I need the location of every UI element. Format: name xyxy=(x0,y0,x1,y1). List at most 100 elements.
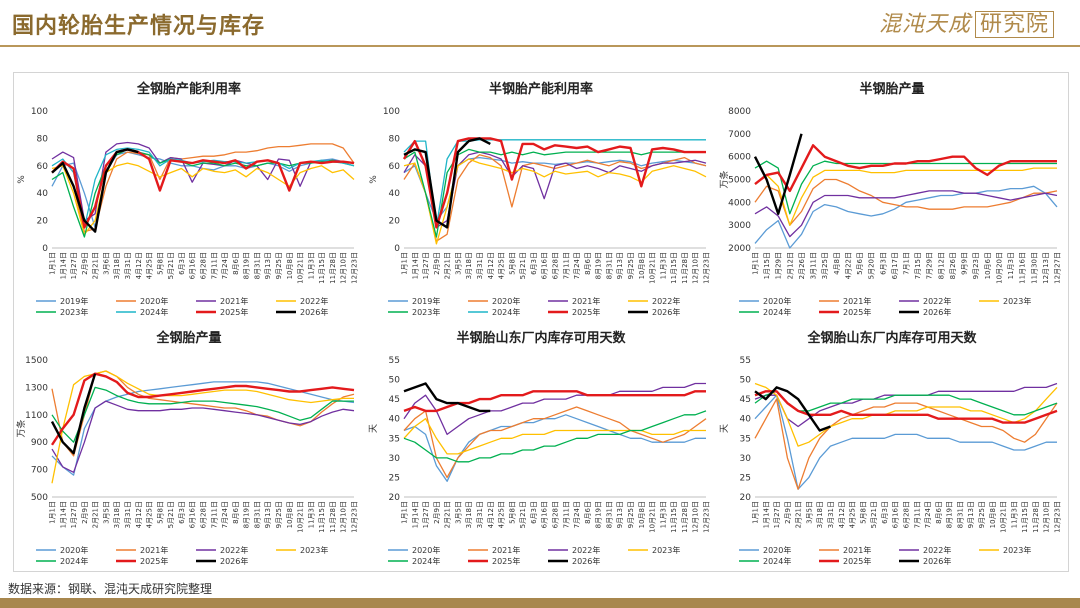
x-tick-label: 7月11日 xyxy=(210,501,218,528)
legend-label: 2022年 xyxy=(923,545,951,555)
y-tick-label: 20 xyxy=(740,493,752,503)
x-tick-label: 10月21日 xyxy=(297,501,305,533)
legend-label: 2024年 xyxy=(60,556,88,566)
legend-label: 2025年 xyxy=(572,307,600,317)
y-axis-label: 万条 xyxy=(718,170,730,188)
legend-label: 2024年 xyxy=(763,307,791,317)
y-axis-label: 天 xyxy=(369,424,379,433)
series-line-2021年 xyxy=(754,178,1058,226)
x-tick-label: 4月25日 xyxy=(849,501,857,528)
x-tick-label: 3月31日 xyxy=(124,501,132,528)
series-line-2022年 xyxy=(51,400,355,473)
y-tick-label: 8000 xyxy=(728,107,751,117)
x-tick-label: 8月12日 xyxy=(937,252,945,279)
series-line-2023年 xyxy=(403,418,706,455)
chart-title: 全钢胎产能利用率 xyxy=(136,81,241,97)
y-tick-label: 1300 xyxy=(25,383,48,393)
x-tick-label: 12月10日 xyxy=(340,501,348,533)
series-line-2026年 xyxy=(50,373,97,455)
legend-label: 2026年 xyxy=(572,556,600,566)
series-line-2024年 xyxy=(403,410,707,463)
y-tick-label: 700 xyxy=(31,466,48,476)
x-tick-label: 6月16日 xyxy=(541,252,549,279)
series-line-2023年 xyxy=(51,370,354,484)
legend-label: 2025年 xyxy=(843,307,871,317)
x-tick-label: 8月31日 xyxy=(956,501,964,528)
x-tick-label: 11月30日 xyxy=(1030,252,1038,284)
x-tick-label: 3月5日 xyxy=(454,501,462,524)
x-tick-label: 1月27日 xyxy=(70,252,78,279)
x-tick-label: 10月8日 xyxy=(286,501,294,528)
x-tick-label: 3月11日 xyxy=(810,252,818,279)
x-tick-label: 7月24日 xyxy=(573,252,581,279)
chart-panel-1: 全钢胎产能利用率% 0 20 40 60 80 100 1月1日 1月14日 1月27日 2月9日 2… xyxy=(14,73,364,321)
x-tick-label: 11月28日 xyxy=(329,501,337,533)
chart-panel-5: 半钢胎山东厂内库存可用天数天 20 25 30 35 40 45 50 55 1月1日 1月14日 1… xyxy=(366,322,716,570)
y-tick-label: 0 xyxy=(394,244,400,254)
legend-label: 2026年 xyxy=(220,556,248,566)
x-tick-label: 2月9日 xyxy=(81,252,89,275)
x-tick-label: 11月16日 xyxy=(1019,252,1027,284)
x-tick-label: 5月6日 xyxy=(856,252,864,275)
x-tick-label: 11月15日 xyxy=(318,252,326,284)
x-tick-label: 2月21日 xyxy=(444,252,452,279)
y-tick-label: 6000 xyxy=(728,153,751,163)
legend-label: 2024年 xyxy=(140,307,168,317)
y-tick-label: 100 xyxy=(31,107,48,117)
y-tick-label: 0 xyxy=(42,244,48,254)
x-tick-label: 1月1日 xyxy=(401,252,409,275)
x-tick-label: 8月31日 xyxy=(253,252,261,279)
x-tick-label: 8月19日 xyxy=(595,252,603,279)
y-tick-label: 100 xyxy=(383,107,400,117)
x-tick-label: 6月16日 xyxy=(892,501,900,528)
legend-label: 2023年 xyxy=(1003,545,1031,555)
chart-panel-2: 半钢胎产能利用率% 0 20 40 60 80 100 1月1日 1月14日 1月27日 2月9日 2… xyxy=(366,73,716,321)
header: 国内轮胎生产情况与库存 混沌天成 研究院 xyxy=(0,0,1080,47)
series-line-2025年 xyxy=(402,137,706,229)
series-line-2022年 xyxy=(754,190,1058,238)
x-tick-label: 11月28日 xyxy=(681,252,689,284)
x-tick-label: 9月25日 xyxy=(275,501,283,528)
x-tick-label: 6月17日 xyxy=(891,252,899,279)
x-tick-label: 4月25日 xyxy=(498,501,506,528)
chart-title: 半钢胎产量 xyxy=(859,81,924,97)
x-tick-label: 9月25日 xyxy=(978,501,986,528)
x-tick-label: 10月6日 xyxy=(984,252,992,279)
x-tick-label: 6月16日 xyxy=(541,501,549,528)
legend-label: 2023年 xyxy=(412,307,440,317)
x-tick-label: 7月11日 xyxy=(562,501,570,528)
series-line-2024年 xyxy=(403,139,706,229)
x-tick-label: 10月8日 xyxy=(638,252,646,279)
x-tick-label: 8月31日 xyxy=(605,252,613,279)
x-tick-label: 8月19日 xyxy=(946,501,954,528)
legend-label: 2021年 xyxy=(140,545,168,555)
x-tick-label: 6月28日 xyxy=(200,501,208,528)
x-tick-label: 5月21日 xyxy=(519,501,527,528)
y-axis-label: % xyxy=(17,175,27,184)
x-tick-label: 3月5日 xyxy=(805,501,813,524)
data-source: 数据来源：钢联、混沌天成研究院整理 xyxy=(8,582,213,596)
x-tick-label: 7月11日 xyxy=(562,252,570,279)
y-tick-label: 35 xyxy=(389,434,400,444)
legend-label: 2024年 xyxy=(763,556,791,566)
x-tick-label: 11月3日 xyxy=(1007,252,1015,279)
x-tick-label: 12月10日 xyxy=(1043,501,1051,533)
series-line-2020年 xyxy=(403,414,706,482)
x-tick-label: 9月25日 xyxy=(275,252,283,279)
x-tick-label: 5月8日 xyxy=(156,501,164,524)
x-tick-label: 11月3日 xyxy=(1010,501,1018,528)
series-line-2021年 xyxy=(403,406,707,479)
legend-label: 2023年 xyxy=(60,307,88,317)
x-tick-label: 6月28日 xyxy=(200,252,208,279)
y-tick-label: 30 xyxy=(740,454,752,464)
series-line-2023年 xyxy=(754,382,1058,447)
x-tick-label: 12月27日 xyxy=(1054,252,1062,284)
x-tick-label: 6月16日 xyxy=(189,501,197,528)
x-tick-label: 7月15日 xyxy=(914,252,922,279)
x-tick-label: 3月31日 xyxy=(476,252,484,279)
x-tick-label: 12月23日 xyxy=(351,501,359,533)
x-tick-label: 1月15日 xyxy=(763,252,771,279)
y-tick-label: 80 xyxy=(389,134,401,144)
x-tick-label: 11月28日 xyxy=(1032,501,1040,533)
